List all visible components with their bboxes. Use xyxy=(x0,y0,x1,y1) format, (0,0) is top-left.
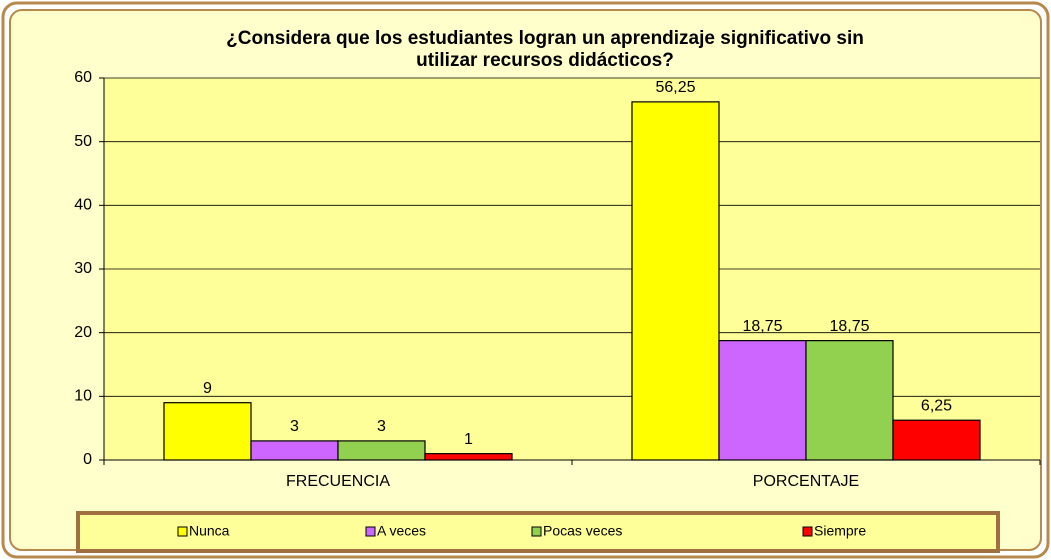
bar xyxy=(337,440,426,461)
y-tick-label: 60 xyxy=(74,69,92,86)
value-label: 3 xyxy=(290,418,299,435)
bar xyxy=(631,101,720,461)
legend-swatch xyxy=(365,526,376,537)
y-tick-label: 10 xyxy=(74,388,92,405)
bar xyxy=(718,340,807,461)
chart-title: ¿Considera que los estudiantes logran un… xyxy=(226,28,864,71)
value-label: 3 xyxy=(377,418,386,435)
x-tick-label: FRECUENCIA xyxy=(286,473,390,490)
value-label: 18,75 xyxy=(742,318,782,335)
bar xyxy=(163,402,252,461)
bar xyxy=(805,340,894,461)
bar xyxy=(250,440,339,461)
y-tick-label: 40 xyxy=(74,197,92,214)
legend-label: A veces xyxy=(377,523,426,539)
y-tick-label: 30 xyxy=(74,260,92,277)
legend-label: Pocas veces xyxy=(543,523,622,539)
y-tick-label: 50 xyxy=(74,133,92,150)
legend-label: Siempre xyxy=(814,523,866,539)
value-label: 9 xyxy=(203,380,212,397)
bar xyxy=(424,453,513,461)
legend-swatch xyxy=(531,526,542,537)
value-label: 56,25 xyxy=(655,79,695,96)
legend-label: Nunca xyxy=(189,523,230,539)
value-label: 18,75 xyxy=(829,318,869,335)
bar xyxy=(892,419,981,461)
x-tick-label: PORCENTAJE xyxy=(753,473,859,490)
value-label: 6,25 xyxy=(921,397,952,414)
y-tick-label: 0 xyxy=(83,451,92,468)
value-label: 1 xyxy=(464,431,473,448)
legend-swatch xyxy=(177,526,188,537)
legend-swatch xyxy=(802,526,813,537)
legend-box xyxy=(76,511,1000,553)
y-tick-label: 20 xyxy=(74,324,92,341)
